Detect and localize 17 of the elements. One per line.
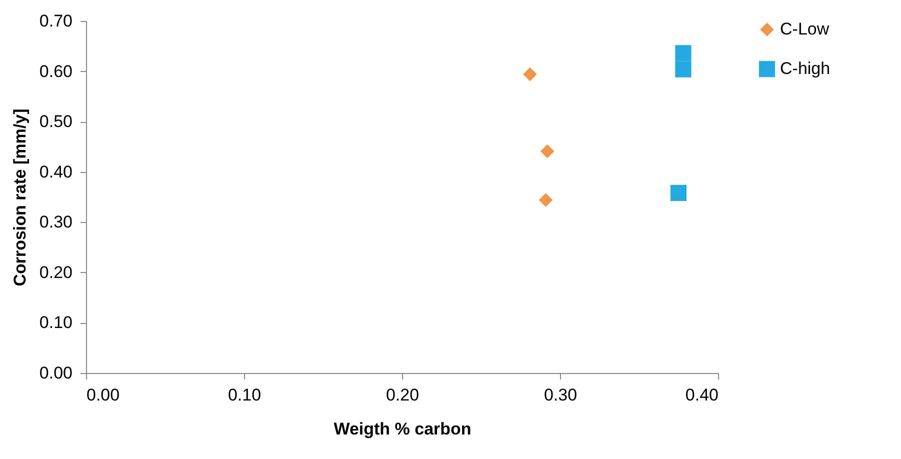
x-axis-title: Weigth % carbon [334, 420, 472, 438]
y-tick-label: 0.00 [39, 364, 72, 382]
y-tick-label: 0.70 [39, 12, 72, 30]
y-tick-label: 0.40 [39, 162, 72, 182]
legend-label: C-Low [780, 20, 830, 38]
y-tick-label: 0.10 [39, 313, 72, 332]
x-tick-label: 0.10 [228, 386, 262, 404]
x-tick-label: 0.20 [386, 386, 420, 404]
y-tick-label: 0.20 [39, 262, 72, 282]
y-tick-label: 0.50 [39, 112, 72, 132]
y-tick-label: 0.30 [39, 212, 72, 232]
y-tick-label: 0.60 [39, 62, 72, 81]
x-tick-label: 0.40 [685, 386, 718, 404]
x-tick-label: 0.30 [544, 386, 578, 404]
legend-label: C-high [780, 59, 830, 78]
y-axis-title: Corrosion rate [mm/y] [10, 108, 30, 286]
x-tick-label: 0.00 [86, 386, 120, 404]
